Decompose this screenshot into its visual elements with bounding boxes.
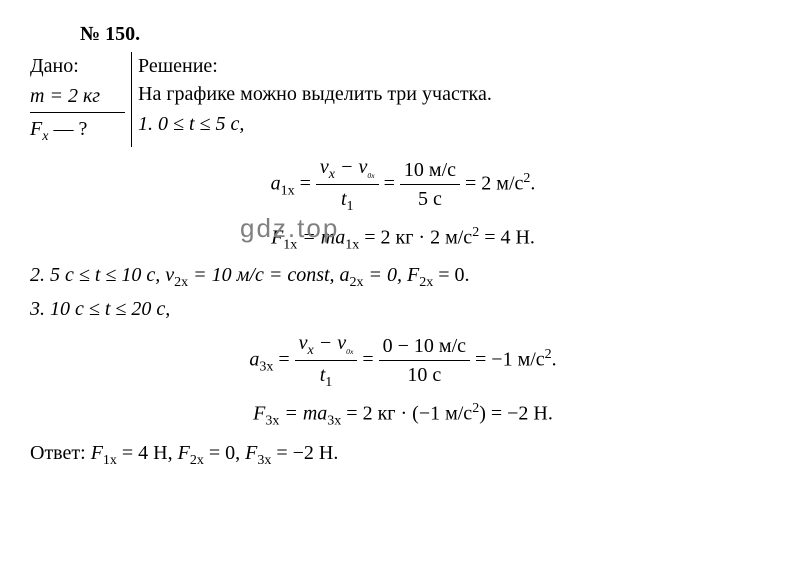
f1-asub: 1x [345, 237, 359, 252]
a3-f1-minus: − v [314, 332, 346, 354]
given-find: Fx — ? [30, 113, 125, 147]
ans-f3p: F [245, 442, 257, 464]
solution-column: Решение: На графике можно выделить три у… [132, 52, 776, 140]
ans-f1v: = 4 Н, [117, 442, 178, 464]
a3-f2-num: 0 − 10 м/с [379, 332, 470, 361]
a1-result-end: . [530, 172, 535, 194]
a3-sub: 3x [259, 359, 273, 374]
s2-sb: 2x [350, 275, 364, 290]
find-suffix: — ? [48, 118, 87, 140]
s2-c: = 0, F [364, 264, 420, 286]
a1-frac1: vx − v0x t1 [316, 153, 379, 217]
given-label: Дано: [30, 52, 125, 82]
answer-line: Ответ: F1x = 4 Н, F2x = 0, F3x = −2 Н. [30, 439, 776, 471]
ans-f2p: F [178, 442, 190, 464]
a3-f1-densub: 1 [325, 375, 332, 390]
a1-f1-v: v [320, 156, 329, 178]
s2-sc: 2x [419, 275, 433, 290]
a1-eq: = [295, 172, 316, 194]
ans-f1s: 1x [103, 453, 117, 468]
a1-f1-densub: 1 [347, 199, 354, 214]
a1-f2-num: 10 м/с [400, 156, 460, 185]
s2-b: = 10 м/с = const, a [188, 264, 349, 286]
segment3-force-formula: F3x = ma3x = 2 кг · (−1 м/с2) = −2 Н. [30, 399, 776, 431]
f1-end: = 4 Н. [479, 226, 535, 248]
f3-eq: = ma [279, 402, 327, 424]
f3-calc: = 2 кг · (−1 м/с [341, 402, 472, 424]
s2-sa: 2x [174, 275, 188, 290]
f1-calc: = 2 кг · 2 м/с [359, 226, 472, 248]
a3-f1-v: v [299, 332, 308, 354]
segment1-force-formula: F1x = ma1x = 2 кг · 2 м/с2 = 4 Н. [30, 223, 776, 255]
ans-f1p: F [91, 442, 103, 464]
f3-sub: 3x [265, 413, 279, 428]
a3-result-end: . [552, 348, 557, 370]
top-section: Дано: m = 2 кг Fx — ? Решение: На график… [30, 52, 776, 147]
a1-f1-minus: − v [335, 156, 367, 178]
a3-eq2: = [362, 348, 378, 370]
a1-frac2: 10 м/с 5 с [400, 156, 460, 213]
a3-eq: = [273, 348, 294, 370]
a1-sub: 1x [281, 183, 295, 198]
a1-eq2: = [384, 172, 400, 194]
f3-asub: 3x [327, 413, 341, 428]
f3-prefix: F [253, 402, 265, 424]
ans-f2s: 2x [190, 453, 204, 468]
a1-f1-v0sub: 0x [367, 171, 374, 180]
ans-f2v: = 0, [204, 442, 245, 464]
segment3-range: 3. 10 с ≤ t ≤ 20 с, [30, 295, 776, 323]
f3-close: ) [479, 402, 486, 424]
a1-label: a [271, 172, 281, 194]
a3-frac1: vx − v0x t1 [295, 329, 358, 393]
segment2-line: 2. 5 с ≤ t ≤ 10 с, v2x = 10 м/с = const,… [30, 261, 776, 293]
ans-f3s: 3x [257, 453, 271, 468]
s2-a: 2. 5 с ≤ t ≤ 10 с, v [30, 264, 174, 286]
given-mass: m = 2 кг [30, 82, 125, 113]
watermark: gdz.top [240, 210, 339, 246]
a3-label: a [249, 348, 259, 370]
segment1-range: 1. 0 ≤ t ≤ 5 с, [138, 110, 776, 138]
find-prefix: F [30, 118, 42, 140]
a1-f2-den: 5 с [400, 185, 460, 213]
f3-end: = −2 Н. [486, 402, 553, 424]
a1-result: = 2 м/с [465, 172, 523, 194]
s2-d: = 0. [433, 264, 469, 286]
a3-result: = −1 м/с [475, 348, 545, 370]
a3-f1-v0sub: 0x [346, 347, 353, 356]
a3-f2-den: 10 с [379, 361, 470, 389]
solution-label: Решение: [138, 52, 776, 80]
a3-frac2: 0 − 10 м/с 10 с [379, 332, 470, 389]
problem-number: № 150. [80, 20, 776, 48]
a3-result-sup: 2 [545, 347, 552, 362]
answer-label: Ответ: [30, 442, 91, 464]
segment1-accel-formula: a1x = vx − v0x t1 = 10 м/с 5 с = 2 м/с2. [30, 153, 776, 217]
intro-text: На графике можно выделить три участка. [138, 80, 776, 108]
given-column: Дано: m = 2 кг Fx — ? [30, 52, 132, 147]
ans-f3v: = −2 Н. [271, 442, 338, 464]
segment3-accel-formula: a3x = vx − v0x t1 = 0 − 10 м/с 10 с = −1… [30, 329, 776, 393]
